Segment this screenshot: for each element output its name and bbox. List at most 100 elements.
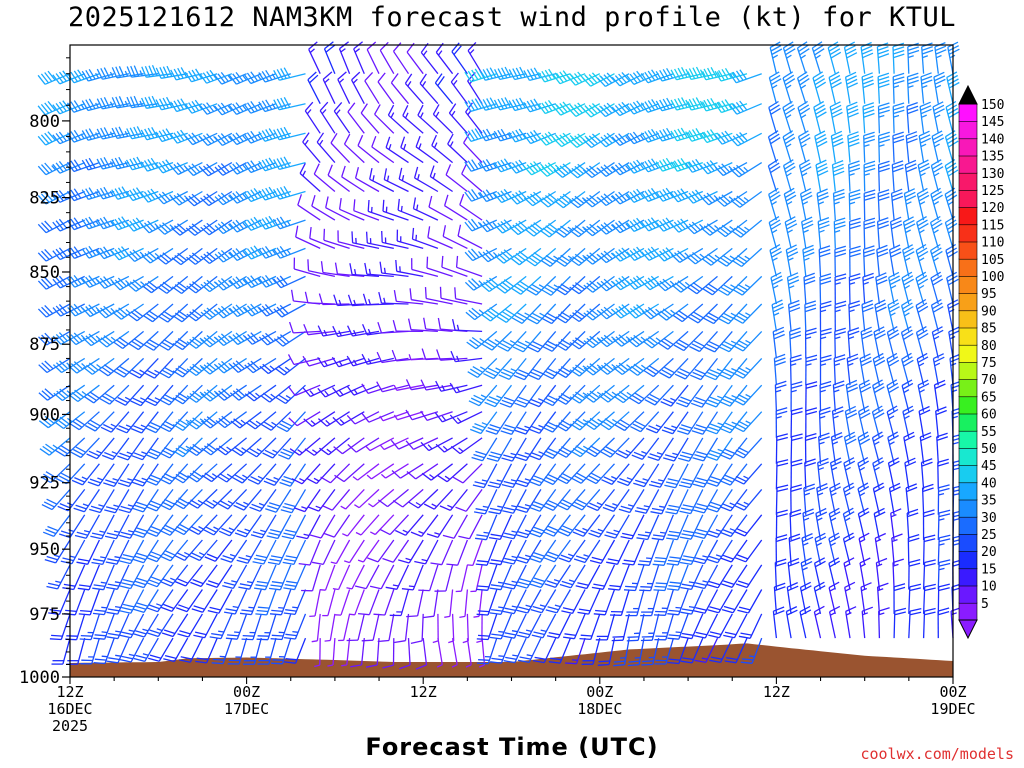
barb-shaft bbox=[513, 514, 527, 540]
barb-feather bbox=[533, 526, 545, 532]
barb-feather bbox=[320, 476, 331, 484]
barb-feather bbox=[44, 102, 53, 113]
barb-feather bbox=[73, 332, 83, 342]
barb-shaft bbox=[256, 437, 277, 458]
wind-barb bbox=[141, 247, 174, 264]
barb-feather bbox=[588, 475, 599, 482]
barb-half-feather bbox=[271, 103, 276, 109]
wind-barb bbox=[101, 437, 130, 461]
barb-feather bbox=[502, 340, 514, 347]
barb-feather bbox=[530, 254, 541, 262]
wind-barb bbox=[324, 613, 336, 642]
barb-shaft bbox=[529, 73, 556, 82]
wind-barb bbox=[332, 564, 351, 591]
barb-feather bbox=[163, 658, 175, 663]
barb-feather bbox=[558, 368, 569, 376]
barb-shaft bbox=[441, 266, 468, 278]
barb-feather bbox=[147, 424, 159, 431]
barb-half-feather bbox=[213, 526, 219, 531]
barb-feather bbox=[126, 283, 137, 292]
barb-feather bbox=[590, 529, 602, 535]
barb-feather bbox=[192, 443, 203, 452]
barb-feather bbox=[173, 163, 182, 174]
barb-feather bbox=[44, 277, 54, 287]
wind-barb bbox=[327, 638, 336, 667]
barb-feather bbox=[162, 552, 174, 559]
barb-feather bbox=[264, 274, 274, 285]
barb-half-feather bbox=[392, 584, 399, 587]
wind-barb bbox=[117, 463, 145, 488]
barb-feather bbox=[175, 394, 186, 402]
wind-barb bbox=[160, 589, 189, 613]
barb-half-feather bbox=[388, 143, 392, 150]
barb-shaft bbox=[103, 589, 115, 615]
wind-barb bbox=[476, 564, 498, 591]
barb-feather bbox=[261, 100, 269, 111]
barb-shaft bbox=[488, 275, 512, 293]
barb-half-feather bbox=[324, 390, 329, 396]
barb-feather bbox=[571, 197, 582, 207]
barb-feather bbox=[114, 218, 123, 229]
barb-feather bbox=[499, 313, 510, 321]
wind-barb bbox=[170, 67, 203, 81]
wind-barb bbox=[117, 437, 145, 461]
barb-feather bbox=[114, 249, 123, 259]
barb-shaft bbox=[182, 330, 203, 351]
barb-feather bbox=[40, 103, 50, 114]
wind-barb bbox=[501, 437, 527, 462]
barb-feather bbox=[244, 364, 254, 374]
barb-feather bbox=[41, 278, 50, 288]
barb-feather bbox=[206, 553, 218, 559]
barb-feather bbox=[107, 558, 119, 562]
barb-shaft bbox=[129, 514, 145, 539]
barb-shaft bbox=[253, 637, 262, 665]
barb-shaft bbox=[490, 303, 512, 322]
barb-shaft bbox=[167, 303, 189, 323]
barb-feather bbox=[99, 277, 109, 288]
barb-shaft bbox=[494, 384, 513, 408]
barb-shaft bbox=[590, 613, 601, 640]
wind-barb bbox=[503, 613, 527, 639]
barb-feather bbox=[162, 252, 173, 261]
wind-barb bbox=[159, 488, 189, 511]
barb-feather bbox=[502, 427, 514, 432]
barb-half-feather bbox=[479, 337, 485, 343]
barb-shaft bbox=[286, 411, 306, 433]
barb-shaft bbox=[491, 330, 512, 351]
barb-feather bbox=[590, 445, 601, 453]
barb-feather bbox=[103, 423, 114, 430]
barb-feather bbox=[490, 584, 503, 588]
barb-feather bbox=[156, 256, 167, 265]
barb-feather bbox=[214, 166, 224, 176]
barb-half-feather bbox=[169, 224, 175, 230]
wind-barb bbox=[415, 638, 428, 670]
barb-feather bbox=[655, 582, 668, 585]
barb-feather bbox=[58, 101, 67, 112]
barb-feather bbox=[518, 396, 530, 402]
barb-shaft bbox=[80, 437, 100, 458]
barb-feather bbox=[273, 189, 281, 200]
wind-barb bbox=[593, 589, 616, 616]
barb-half-feather bbox=[482, 505, 489, 509]
barb-shaft bbox=[261, 514, 277, 539]
barb-feather bbox=[488, 511, 500, 515]
wind-barb bbox=[204, 539, 233, 562]
barb-feather bbox=[73, 303, 83, 314]
barb-shaft bbox=[289, 463, 307, 487]
barb-feather bbox=[203, 224, 213, 234]
barb-feather bbox=[103, 482, 115, 488]
barb-feather bbox=[214, 281, 224, 291]
barb-feather bbox=[118, 96, 125, 107]
barb-feather bbox=[204, 556, 216, 562]
wind-barb bbox=[333, 294, 365, 307]
barb-feather bbox=[99, 247, 108, 258]
wind-barb bbox=[419, 73, 439, 105]
barb-feather bbox=[203, 253, 213, 262]
barb-shaft bbox=[117, 190, 144, 200]
barb-feather bbox=[119, 610, 131, 614]
barb-feather bbox=[349, 263, 353, 275]
wind-barb bbox=[352, 463, 380, 481]
barb-feather bbox=[41, 250, 50, 260]
barb-shaft bbox=[565, 330, 586, 351]
barb-feather bbox=[81, 130, 89, 141]
